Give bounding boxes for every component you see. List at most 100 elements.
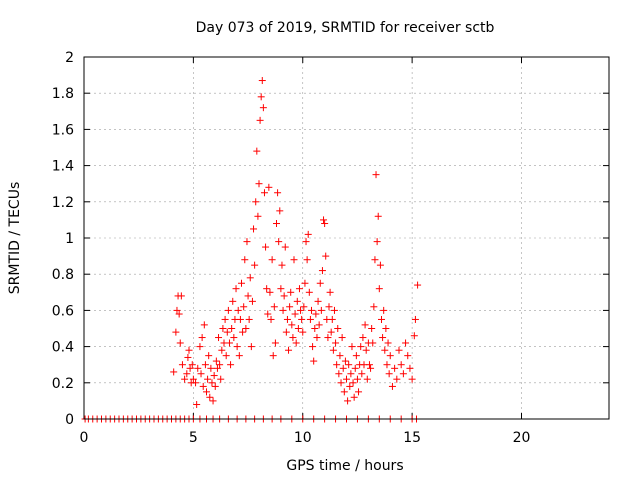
data-point: [308, 306, 315, 314]
data-point: [239, 328, 247, 336]
data-point: [204, 375, 212, 383]
x-axis-label: GPS time / hours: [286, 458, 403, 474]
x-tick-label: 10: [294, 430, 312, 446]
data-point: [383, 361, 391, 369]
data-point: [310, 357, 318, 365]
data-point: [254, 212, 262, 220]
data-point: [245, 315, 253, 323]
data-point: [332, 339, 340, 347]
data-point: [208, 379, 216, 387]
data-point: [253, 147, 261, 155]
data-point: [343, 375, 350, 383]
data-point: [404, 352, 412, 360]
data-point: [218, 346, 226, 354]
data-point: [369, 339, 377, 347]
data-point: [378, 315, 385, 323]
data-point: [211, 382, 219, 390]
data-point: [399, 370, 407, 378]
data-point: [375, 285, 383, 293]
data-point: [351, 364, 359, 372]
data-point: [337, 379, 345, 387]
data-point: [299, 328, 307, 336]
data-point: [306, 315, 314, 323]
data-point: [273, 220, 280, 228]
data-point: [349, 379, 357, 387]
data-point: [329, 346, 337, 354]
data-point: [313, 334, 321, 342]
data-point: [397, 361, 405, 369]
data-point: [278, 261, 286, 269]
data-point: [271, 339, 279, 347]
data-point: [388, 382, 396, 390]
data-point: [255, 180, 263, 188]
data-point: [236, 315, 244, 323]
data-point: [347, 370, 355, 378]
x-tick-label: 0: [80, 430, 89, 446]
data-point: [334, 325, 342, 332]
data-point: [393, 375, 401, 383]
data-point: [263, 285, 271, 293]
data-point: [279, 306, 287, 314]
data-point: [286, 303, 294, 311]
y-tick-label: 0.4: [52, 340, 74, 356]
data-point: [376, 261, 384, 269]
data-point: [408, 375, 416, 383]
data-point: [350, 393, 358, 401]
data-point: [244, 292, 252, 300]
data-point: [371, 256, 379, 264]
y-tick-label: 1.2: [52, 195, 74, 211]
data-point: [368, 325, 376, 332]
data-point: [335, 370, 343, 378]
data-point: [391, 364, 399, 372]
chart-title: Day 073 of 2019, SRMTID for receiver sct…: [196, 20, 495, 36]
data-point: [170, 368, 178, 376]
data-point: [353, 375, 361, 383]
data-point: [358, 370, 366, 378]
data-point: [193, 401, 201, 409]
data-point: [340, 388, 348, 396]
data-point: [374, 212, 382, 220]
data-point: [294, 325, 302, 332]
data-point: [252, 198, 260, 206]
data-point: [228, 325, 236, 332]
data-point: [185, 346, 193, 354]
y-tick-label: 1.4: [52, 159, 74, 175]
data-point: [247, 343, 255, 351]
data-point: [321, 220, 329, 228]
data-point: [270, 303, 278, 311]
data-point: [246, 274, 254, 282]
data-point: [238, 279, 245, 287]
data-point: [277, 285, 285, 293]
data-point: [274, 189, 282, 197]
data-point: [181, 375, 189, 383]
data-point: [402, 339, 410, 347]
data-point: [216, 361, 224, 369]
data-point: [317, 306, 325, 314]
data-point: [267, 315, 275, 323]
data-point: [380, 306, 388, 314]
data-point: [233, 343, 241, 351]
data-point: [367, 364, 375, 372]
data-point: [352, 352, 360, 360]
data-point: [320, 216, 328, 224]
data-point: [176, 339, 184, 347]
data-point: [229, 297, 237, 305]
data-point: [325, 303, 333, 311]
y-tick-label: 2: [65, 50, 74, 66]
data-point: [265, 183, 273, 191]
plot-frame: [83, 56, 610, 420]
data-point: [223, 328, 231, 336]
data-point: [209, 397, 217, 405]
data-point: [357, 343, 365, 351]
data-point: [175, 310, 183, 318]
data-point: [269, 352, 277, 360]
data-point: [288, 321, 296, 329]
data-point: [183, 370, 191, 378]
data-point: [339, 364, 347, 372]
data-point: [290, 256, 298, 264]
data-point: [250, 225, 258, 233]
data-point: [221, 315, 229, 323]
data-point: [243, 238, 251, 246]
data-point: [266, 288, 274, 296]
data-point: [292, 339, 300, 347]
